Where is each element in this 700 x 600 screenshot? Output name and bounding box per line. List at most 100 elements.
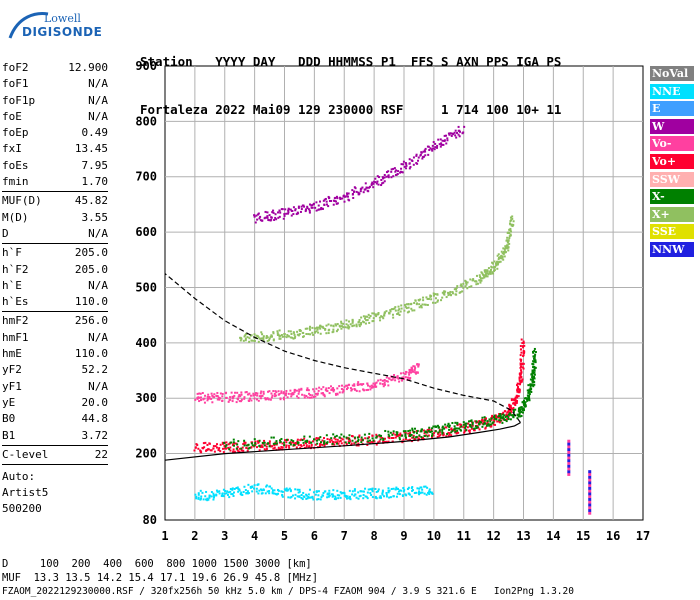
echo-point <box>338 196 341 199</box>
echo-point <box>434 430 437 433</box>
echo-point <box>371 437 374 440</box>
echo-point <box>279 440 282 443</box>
echo-point <box>422 299 425 302</box>
echo-point <box>259 446 262 449</box>
echo-point <box>502 252 505 255</box>
echo-point <box>276 330 279 333</box>
echo-point <box>332 328 335 331</box>
param-key: D <box>2 226 9 240</box>
echo-point <box>441 431 444 434</box>
echo-point <box>295 389 298 392</box>
echo-point <box>504 418 507 421</box>
echo-point <box>218 490 221 493</box>
echo-point <box>508 407 511 410</box>
echo-point <box>315 437 318 440</box>
echo-point <box>394 170 397 173</box>
echo-point <box>232 448 235 451</box>
echo-point <box>416 429 419 432</box>
echo-point <box>401 171 404 174</box>
echo-point <box>441 428 444 431</box>
echo-point <box>495 418 498 421</box>
echo-point <box>294 389 297 392</box>
echo-point <box>322 393 325 396</box>
echo-point <box>532 376 535 379</box>
echo-point <box>352 196 355 199</box>
echo-point <box>200 399 203 402</box>
echo-point <box>288 446 291 449</box>
echo-point <box>250 442 253 445</box>
echo-point <box>374 487 377 490</box>
echo-point <box>328 492 331 495</box>
echo-point <box>229 446 232 449</box>
echo-point <box>507 408 510 411</box>
echo-point <box>450 134 453 137</box>
echo-point <box>206 443 209 446</box>
echo-point <box>314 327 317 330</box>
echo-point <box>326 390 329 393</box>
echo-point <box>332 325 335 328</box>
echo-point <box>396 173 399 176</box>
param-key: hmF1 <box>2 330 29 344</box>
echo-point <box>516 389 519 392</box>
echo-point <box>207 448 210 451</box>
echo-point <box>383 379 386 382</box>
echo-point <box>372 312 375 315</box>
echo-point <box>242 443 245 446</box>
echo-point <box>353 383 356 386</box>
cusp-marker <box>567 464 571 468</box>
echo-point <box>310 441 313 444</box>
echo-point <box>522 399 525 402</box>
echo-point <box>448 133 451 136</box>
echo-point <box>364 437 367 440</box>
echo-point <box>274 492 277 495</box>
echo-point <box>412 163 415 166</box>
echo-point <box>407 486 410 489</box>
echo-point <box>287 211 290 214</box>
echo-point <box>431 149 434 152</box>
echo-point <box>315 201 318 204</box>
echo-point <box>272 436 275 439</box>
echo-point <box>368 185 371 188</box>
echo-point <box>238 450 241 453</box>
echo-point <box>522 367 525 370</box>
echo-point <box>372 317 375 320</box>
echo-point <box>528 393 531 396</box>
echo-point <box>377 311 380 314</box>
echo-point <box>400 489 403 492</box>
echo-point <box>371 488 374 491</box>
echo-point <box>232 450 235 453</box>
echo-point <box>419 486 422 489</box>
echo-point <box>225 441 228 444</box>
echo-point <box>251 339 254 342</box>
echo-point <box>278 335 281 338</box>
echo-point <box>300 496 303 499</box>
echo-point <box>410 487 413 490</box>
echo-point <box>354 493 357 496</box>
echo-point <box>289 208 292 211</box>
echo-point <box>305 395 308 398</box>
echo-point <box>271 211 274 214</box>
chart-grid <box>164 65 644 521</box>
echo-point <box>243 443 246 446</box>
echo-point <box>374 382 377 385</box>
echo-point <box>243 444 246 447</box>
echo-point <box>348 441 351 444</box>
echo-point <box>393 307 396 310</box>
echo-point <box>198 400 201 403</box>
echo-point <box>244 441 247 444</box>
echo-point <box>365 495 368 498</box>
echo-point <box>464 285 467 288</box>
echo-point <box>358 434 361 437</box>
legend-item-w: W <box>650 118 694 134</box>
echo-point <box>223 445 226 448</box>
echo-point <box>257 441 260 444</box>
echo-point <box>327 195 330 198</box>
echo-point <box>280 391 283 394</box>
echo-point <box>300 205 303 208</box>
echo-point <box>263 439 266 442</box>
echo-point <box>308 392 311 395</box>
echo-point <box>424 303 427 306</box>
echo-point <box>261 492 264 495</box>
echo-point <box>312 333 315 336</box>
echo-point <box>385 440 388 443</box>
